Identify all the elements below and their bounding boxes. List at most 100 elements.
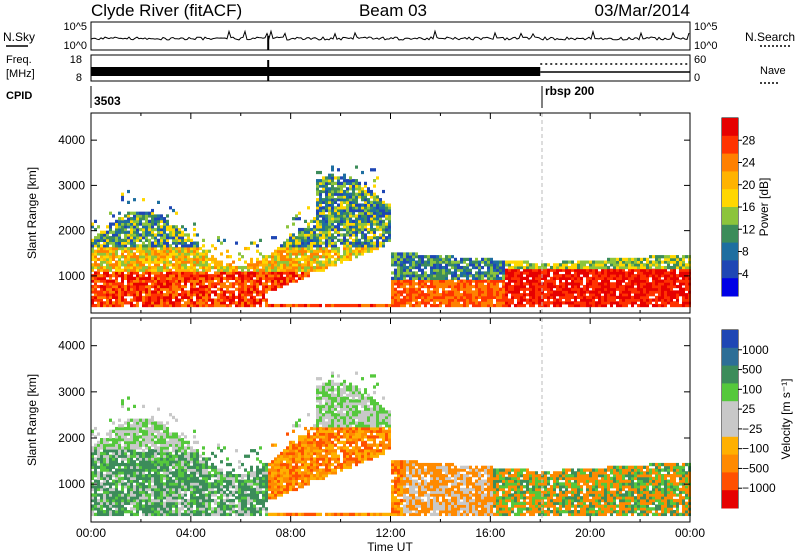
power-cell [634, 260, 637, 264]
velocity-cell [163, 504, 166, 508]
power-cell [586, 271, 589, 275]
power-cell [592, 265, 595, 270]
power-cell [166, 255, 169, 259]
power-cell [301, 246, 304, 251]
power-cell [520, 260, 523, 264]
velocity-cell [94, 496, 97, 500]
power-cell [310, 265, 313, 270]
power-cell [607, 287, 610, 291]
power-cell [253, 279, 256, 283]
power-cell [220, 274, 223, 278]
power-cell [664, 265, 667, 270]
power-cell [658, 290, 661, 294]
power-cell [343, 238, 346, 243]
power-cell [361, 230, 364, 234]
velocity-cell [145, 462, 148, 467]
power-cell [316, 249, 319, 253]
power-cell [496, 290, 499, 294]
power-cell [331, 227, 334, 232]
power-cell [259, 282, 262, 286]
velocity-cell [172, 462, 175, 467]
power-cell [493, 274, 496, 278]
velocity-cell [124, 462, 127, 467]
power-cell [499, 303, 502, 308]
power-cell [166, 293, 169, 297]
velocity-cell [160, 501, 163, 505]
power-cell [523, 303, 526, 308]
velocity-cell [121, 482, 124, 486]
power-cell [253, 284, 256, 289]
velocity-cell [133, 496, 136, 500]
power-cell [379, 233, 382, 237]
power-cell [520, 295, 523, 300]
velocity-cell [142, 454, 145, 458]
power-cell [184, 295, 187, 300]
velocity-cell [169, 468, 172, 472]
power-cell [445, 268, 448, 272]
power-cell [181, 276, 184, 281]
power-cell [667, 276, 670, 281]
power-cell [496, 287, 499, 291]
power-cell [655, 268, 658, 272]
power-cell [640, 260, 643, 264]
power-cell [364, 214, 367, 218]
velocity-cell [184, 451, 187, 456]
power-cell [109, 230, 112, 234]
power-cell [172, 276, 175, 281]
velocity-cell [139, 451, 142, 456]
power-cell [376, 303, 379, 308]
power-cell [178, 303, 181, 308]
velocity-cell [106, 487, 109, 492]
power-cell [268, 279, 271, 283]
power-cell [436, 284, 439, 289]
power-cell [325, 219, 328, 224]
power-cell [163, 276, 166, 281]
velocity-cell [109, 443, 112, 447]
power-cell [253, 287, 256, 291]
velocity-cell [127, 510, 130, 514]
power-cell [400, 260, 403, 264]
power-cell [388, 233, 391, 237]
velocity-cell [145, 457, 148, 461]
power-cell [358, 195, 361, 199]
power-cell [127, 271, 130, 275]
power-cell [343, 173, 346, 177]
power-cell [115, 233, 118, 237]
velocity-cell [154, 496, 157, 500]
velocity-cell [112, 421, 115, 425]
power-cell [319, 227, 322, 232]
power-cell [643, 268, 646, 272]
velocity-cell [130, 496, 133, 500]
power-cell [361, 249, 364, 253]
power-cell [448, 298, 451, 302]
power-cell [328, 208, 331, 213]
power-cell [151, 298, 154, 302]
power-cell [244, 271, 247, 275]
power-cell [340, 211, 343, 215]
power-cell [472, 263, 475, 267]
power-cell [292, 244, 295, 248]
power-cell [175, 282, 178, 286]
power-cell [571, 284, 574, 289]
power-cell [100, 260, 103, 264]
power-cell [514, 276, 517, 281]
velocity-cell [124, 457, 127, 461]
power-cell [301, 274, 304, 278]
velocity-cell [142, 462, 145, 467]
power-cell [319, 184, 322, 188]
velocity-cell [112, 457, 115, 461]
power-cell [334, 230, 337, 234]
power-cell [163, 244, 166, 248]
power-cell [433, 282, 436, 286]
power-cell [112, 282, 115, 286]
power-cell [187, 271, 190, 275]
power-cell [130, 236, 133, 240]
power-cell [631, 271, 634, 275]
velocity-cell [130, 507, 133, 511]
power-cell [247, 298, 250, 302]
power-cell [553, 276, 556, 281]
power-cell [145, 268, 148, 272]
power-cell [640, 257, 643, 262]
power-cell [256, 290, 259, 294]
power-cell [643, 303, 646, 308]
